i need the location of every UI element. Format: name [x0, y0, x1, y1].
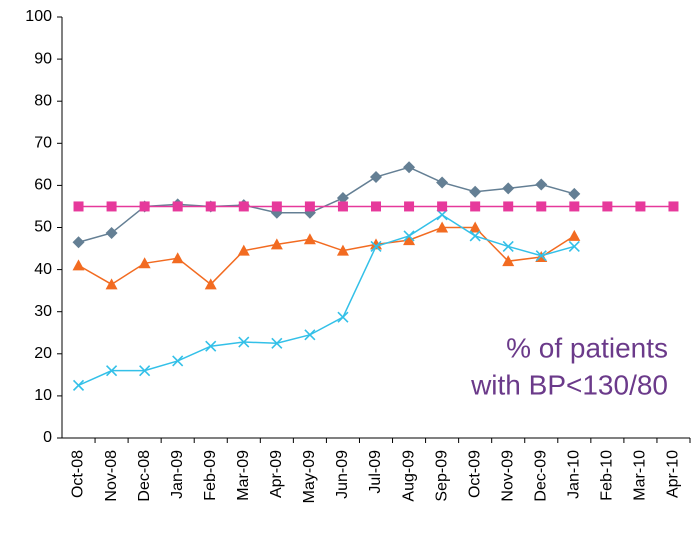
annotation: % of patients [506, 332, 668, 363]
x-tick-label: Dec-08 [136, 450, 153, 502]
marker [436, 209, 448, 221]
marker [403, 230, 415, 242]
marker [336, 244, 349, 256]
x-tick-label: Jun-09 [334, 450, 351, 499]
marker [602, 201, 613, 212]
marker [336, 192, 349, 205]
marker [171, 252, 184, 264]
x-tick-label: Apr-10 [665, 450, 682, 498]
marker [470, 201, 481, 212]
marker [436, 221, 449, 233]
x-tick-label: Jul-09 [367, 450, 384, 494]
marker [403, 161, 416, 174]
y-tick-label: 100 [25, 8, 52, 25]
marker [271, 201, 282, 212]
marker [303, 233, 316, 245]
y-tick-label: 90 [34, 50, 52, 67]
x-tick-label: Apr-09 [268, 450, 285, 498]
x-tick-label: Dec-09 [532, 450, 549, 502]
series-line [78, 166, 575, 243]
y-tick-label: 10 [34, 387, 52, 404]
marker [370, 238, 382, 250]
marker [535, 178, 548, 191]
marker [205, 340, 217, 352]
marker [138, 257, 151, 269]
x-tick-label: Jan-10 [566, 450, 583, 499]
marker [371, 201, 381, 212]
y-tick-label: 20 [34, 345, 52, 362]
marker [469, 185, 482, 198]
marker [437, 201, 448, 212]
marker [72, 259, 85, 271]
marker [139, 365, 151, 377]
marker [337, 201, 348, 212]
marker [304, 329, 316, 341]
marker [668, 201, 679, 212]
marker [535, 250, 547, 262]
x-tick-label: Jan-09 [169, 450, 186, 499]
y-tick-label: 50 [34, 219, 52, 236]
marker [238, 336, 250, 348]
x-tick-label: Aug-09 [400, 450, 417, 502]
marker [404, 201, 415, 212]
marker [304, 201, 315, 212]
marker [72, 236, 85, 249]
y-tick-label: 70 [34, 135, 52, 152]
marker [502, 240, 514, 253]
marker [503, 201, 514, 212]
marker [270, 238, 283, 250]
marker [105, 278, 118, 290]
marker [569, 201, 580, 212]
marker [469, 230, 481, 242]
marker [436, 176, 449, 189]
marker [106, 365, 118, 377]
marker [73, 201, 84, 212]
x-tick-label: Feb-10 [599, 450, 616, 501]
series-line [78, 226, 575, 286]
x-tick-label: Nov-08 [103, 450, 120, 502]
marker [337, 311, 349, 323]
y-tick-label: 60 [34, 177, 52, 194]
marker [568, 240, 580, 253]
marker [568, 229, 581, 241]
marker [370, 170, 382, 183]
marker [139, 201, 150, 212]
marker [469, 221, 482, 233]
x-tick-label: Sep-09 [433, 450, 450, 502]
marker [105, 226, 118, 239]
marker [204, 278, 217, 290]
marker [635, 201, 646, 212]
x-tick-label: Mar-09 [235, 450, 252, 501]
marker [502, 182, 515, 195]
x-tick-label: Mar-10 [632, 450, 649, 501]
marker [106, 201, 117, 212]
annotation: with BP<130/80 [470, 369, 668, 400]
marker [172, 355, 184, 367]
marker [72, 379, 85, 391]
marker [238, 201, 249, 212]
marker [172, 201, 183, 212]
x-tick-label: Oct-09 [466, 450, 483, 498]
y-tick-label: 80 [34, 92, 52, 109]
marker [502, 255, 515, 267]
series-line [78, 213, 575, 387]
marker [205, 201, 216, 212]
marker [403, 234, 416, 246]
y-tick-label: 0 [43, 429, 52, 446]
marker [370, 240, 382, 253]
x-tick-label: Feb-09 [202, 450, 219, 501]
x-tick-label: Nov-09 [499, 450, 516, 502]
marker [568, 187, 581, 200]
marker [237, 244, 250, 256]
marker [271, 337, 283, 349]
x-tick-label: May-09 [301, 450, 318, 503]
y-tick-label: 30 [34, 303, 52, 320]
y-tick-label: 40 [34, 261, 52, 278]
marker [536, 201, 547, 212]
x-tick-label: Oct-08 [70, 450, 87, 498]
